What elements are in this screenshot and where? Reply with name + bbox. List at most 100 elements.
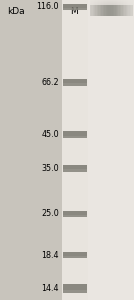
Bar	[118, 2, 120, 3]
Bar	[130, 0, 131, 1]
Bar	[63, 136, 87, 138]
Bar	[93, 3, 94, 4]
Bar	[101, 2, 103, 3]
Bar	[63, 83, 87, 86]
Bar	[107, 5, 108, 16]
Bar	[94, 4, 96, 5]
Bar	[96, 4, 97, 5]
Bar	[126, 5, 127, 16]
Bar	[105, 0, 107, 1]
Bar	[97, 2, 98, 3]
Bar	[124, 0, 126, 1]
Bar	[130, 5, 131, 16]
Bar	[114, 2, 116, 3]
Bar	[131, 5, 133, 16]
Bar	[63, 131, 87, 138]
Bar	[128, 5, 130, 16]
Bar	[91, 2, 93, 3]
Bar	[131, 4, 133, 5]
Bar	[121, 1, 123, 2]
Text: 35.0: 35.0	[41, 164, 59, 173]
Bar	[100, 2, 101, 3]
Bar	[127, 0, 128, 1]
Bar	[93, 0, 94, 1]
Bar	[108, 1, 110, 2]
Bar	[101, 5, 103, 16]
Bar	[113, 3, 114, 4]
Bar	[98, 3, 100, 4]
Bar	[91, 4, 93, 5]
Bar	[110, 0, 111, 1]
Bar	[103, 1, 104, 2]
Bar	[114, 5, 116, 16]
Bar	[97, 5, 98, 16]
Bar	[96, 1, 97, 2]
Bar	[100, 4, 101, 5]
Bar	[93, 4, 94, 5]
Bar	[117, 1, 118, 2]
Bar	[111, 2, 113, 3]
Bar	[91, 5, 93, 16]
Bar	[128, 0, 130, 1]
Bar	[130, 1, 131, 2]
Bar	[107, 2, 108, 3]
Bar	[127, 5, 128, 16]
Bar	[113, 4, 114, 5]
Bar	[120, 0, 121, 1]
Bar	[108, 2, 110, 3]
Bar	[126, 4, 127, 5]
Bar	[110, 5, 111, 16]
Bar	[118, 1, 120, 2]
Bar	[108, 4, 110, 5]
Bar	[63, 4, 87, 10]
Bar	[63, 284, 87, 292]
Bar	[113, 5, 114, 16]
Bar	[97, 1, 98, 2]
Bar	[94, 0, 96, 1]
Bar	[108, 5, 110, 16]
Bar	[96, 5, 97, 16]
Bar	[130, 3, 131, 4]
Bar	[128, 4, 130, 5]
Bar	[90, 5, 91, 16]
Bar	[116, 5, 117, 16]
Bar	[107, 3, 108, 4]
Bar	[101, 0, 103, 1]
Bar	[131, 2, 133, 3]
Text: 45.0: 45.0	[41, 130, 59, 139]
Bar	[124, 1, 126, 2]
Bar	[93, 5, 94, 16]
Bar	[118, 3, 120, 4]
Bar	[94, 5, 96, 16]
Bar	[63, 165, 87, 172]
Bar	[123, 2, 124, 3]
Bar	[105, 4, 107, 5]
Bar	[121, 2, 123, 3]
Bar	[88, 0, 134, 300]
Bar	[97, 4, 98, 5]
Bar	[120, 3, 121, 4]
Bar	[104, 5, 105, 16]
Bar	[116, 1, 117, 2]
Bar	[63, 169, 87, 172]
Bar	[94, 3, 96, 4]
Bar	[123, 3, 124, 4]
Bar	[63, 211, 87, 217]
Bar	[63, 252, 87, 259]
Bar	[94, 1, 96, 2]
Bar	[131, 0, 133, 1]
Bar	[130, 4, 131, 5]
Bar	[90, 2, 91, 3]
Bar	[126, 1, 127, 2]
Bar	[128, 2, 130, 3]
Text: kDa: kDa	[7, 8, 24, 16]
Bar	[123, 4, 124, 5]
Bar	[126, 0, 127, 1]
Bar	[116, 0, 117, 1]
Text: 14.4: 14.4	[41, 284, 59, 293]
Bar	[131, 1, 133, 2]
Bar	[127, 4, 128, 5]
Bar	[127, 2, 128, 3]
Bar	[63, 79, 87, 86]
Bar	[111, 4, 113, 5]
